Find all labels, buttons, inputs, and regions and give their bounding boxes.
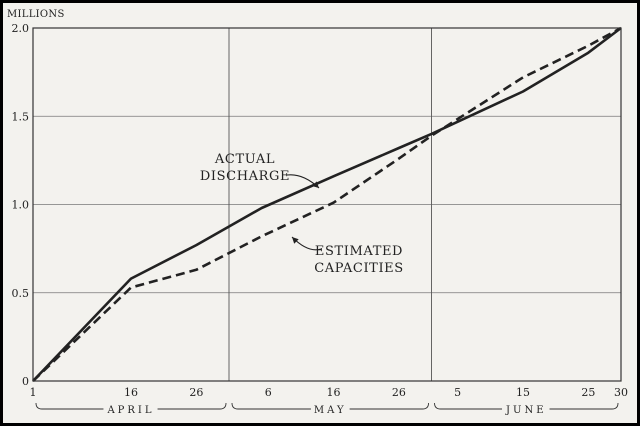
x-tick-label: 6 xyxy=(265,386,272,399)
chart-frame: 0 0.5 1.0 1.5 2.0 1 16 26 6 16 26 5 15 25 30 MILLIONS AP… xyxy=(3,3,637,423)
month-label: APRIL xyxy=(106,405,154,416)
series-line-1 xyxy=(32,26,622,382)
discharge-chart: 0 0.5 1.0 1.5 2.0 1 16 26 6 16 26 5 15 25 30 MILLIONS AP… xyxy=(7,9,628,416)
month-label: JUNE xyxy=(505,405,547,416)
x-tick-label: 30 xyxy=(614,386,628,399)
label-layer: 0 0.5 1.0 1.5 2.0 1 16 26 6 16 26 5 15 25 30 MILLIONS AP… xyxy=(7,9,628,416)
y-tick-label: 1.5 xyxy=(12,110,30,123)
x-tick-label: 26 xyxy=(392,386,406,399)
x-tick-label: 5 xyxy=(454,386,461,399)
y-tick-label: 2.0 xyxy=(12,22,30,35)
y-axis-label: MILLIONS xyxy=(7,9,65,20)
annotation-text: CAPACITIES xyxy=(314,261,404,276)
x-tick-label: 16 xyxy=(124,386,138,399)
annotation-arrowhead xyxy=(312,181,319,188)
month-label-background xyxy=(103,405,158,416)
annotation-text: DISCHARGE xyxy=(200,169,290,184)
x-tick-label: 15 xyxy=(516,386,530,399)
plot-border xyxy=(32,27,622,382)
month-label-background xyxy=(310,405,350,416)
y-tick-label: 0 xyxy=(22,375,29,388)
y-tick-label: 1.0 xyxy=(12,199,30,212)
series-line-2 xyxy=(32,26,622,382)
x-tick-label: 1 xyxy=(30,386,37,399)
x-tick-label: 25 xyxy=(581,386,595,399)
annotation-arrowhead xyxy=(292,237,299,244)
x-tick-label: 16 xyxy=(327,386,341,399)
annotation-text: ACTUAL xyxy=(214,152,275,167)
annotation-text: ESTIMATED xyxy=(315,244,403,259)
x-tick-label: 26 xyxy=(189,386,203,399)
month-label: MAY xyxy=(314,405,347,416)
month-label-background xyxy=(502,405,550,416)
y-tick-label: 0.5 xyxy=(12,287,30,300)
grid-lines xyxy=(33,28,621,381)
series-layer xyxy=(32,26,622,382)
